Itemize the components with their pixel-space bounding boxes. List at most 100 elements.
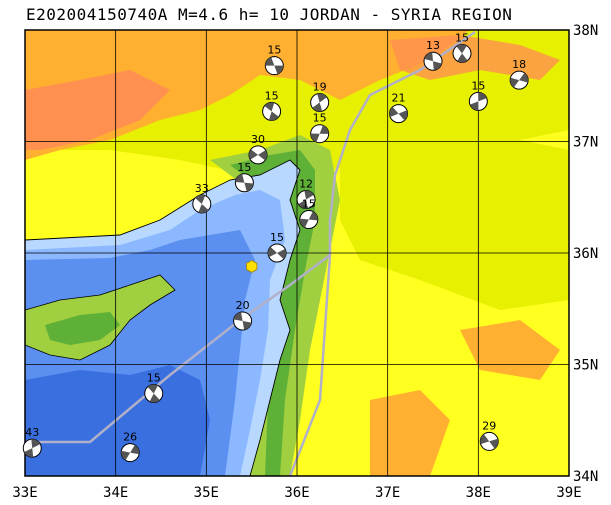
focal-mechanisms: 15 15 19 15 30 15 33 12 15 15 20 15 43 26 21 13 15 15 18 29 bbox=[22, 31, 529, 463]
depth-label: 15 bbox=[270, 231, 284, 244]
depth-label: 15 bbox=[313, 112, 327, 125]
focal-mechanism: 15 bbox=[299, 198, 319, 230]
compression-quadrant bbox=[268, 246, 278, 258]
focal-mechanism: 29 bbox=[479, 419, 499, 451]
east-plain bbox=[340, 140, 569, 310]
depth-label: 15 bbox=[267, 44, 281, 57]
compression-quadrant bbox=[480, 434, 490, 445]
taurus-mountains bbox=[25, 30, 470, 160]
southeast-mountains bbox=[460, 320, 560, 380]
depth-label: 15 bbox=[237, 161, 251, 174]
map-title: E202004150740A M=4.6 h= 10 JORDAN - SYRI… bbox=[26, 5, 513, 24]
focal-mechanism: 15 bbox=[234, 161, 254, 193]
depth-label: 15 bbox=[147, 371, 161, 384]
compression-quadrant bbox=[249, 149, 259, 160]
compression-quadrant bbox=[310, 133, 320, 143]
compression-quadrant bbox=[389, 106, 399, 117]
depth-label: 20 bbox=[236, 299, 250, 312]
compression-quadrant bbox=[469, 101, 479, 111]
longitude-tick-label: 34E bbox=[103, 485, 128, 501]
focal-mechanism: 13 bbox=[423, 39, 443, 71]
depth-label: 29 bbox=[482, 419, 496, 432]
coastline bbox=[25, 159, 301, 476]
compression-quadrant bbox=[233, 312, 243, 322]
focal-mechanism: 43 bbox=[22, 426, 42, 458]
compression-quadrant bbox=[274, 65, 284, 75]
longitude-tick-label: 37E bbox=[375, 485, 400, 501]
compression-quadrant bbox=[298, 199, 308, 209]
compression-quadrant bbox=[24, 448, 34, 458]
depth-label: 13 bbox=[426, 39, 440, 52]
longitude-labels: 33E 34E 35E 36E 37E 38E 39E bbox=[12, 485, 581, 501]
compression-quadrant bbox=[478, 92, 487, 102]
compression-quadrant bbox=[277, 248, 287, 260]
depth-label: 15 bbox=[302, 198, 316, 211]
compression-quadrant bbox=[312, 102, 323, 112]
plate-boundary bbox=[288, 30, 476, 476]
focal-mechanism: 19 bbox=[310, 80, 330, 112]
depth-label: 33 bbox=[195, 182, 209, 195]
compression-quadrant bbox=[456, 44, 467, 54]
depth-label: 21 bbox=[392, 92, 406, 105]
compression-quadrant bbox=[268, 111, 279, 121]
compression-quadrant bbox=[317, 93, 327, 103]
compression-quadrant bbox=[31, 439, 41, 449]
compression-quadrant bbox=[264, 102, 275, 112]
depth-label: 26 bbox=[123, 431, 137, 444]
focal-mechanism: 18 bbox=[509, 58, 529, 90]
longitude-tick-label: 33E bbox=[12, 485, 37, 501]
east-mountains bbox=[370, 390, 450, 476]
compression-quadrant bbox=[147, 384, 158, 394]
compression-quadrant bbox=[195, 194, 206, 204]
focal-mechanism: 20 bbox=[233, 299, 253, 331]
latitude-tick-label: 37N bbox=[573, 135, 598, 151]
longitude-tick-label: 35E bbox=[194, 485, 219, 501]
focal-mechanism: 21 bbox=[389, 92, 409, 124]
compression-quadrant bbox=[489, 438, 499, 449]
compression-quadrant bbox=[457, 53, 468, 63]
depth-label: 18 bbox=[512, 58, 526, 71]
depth-label: 12 bbox=[299, 177, 313, 190]
latitude-labels: 38N 37N 36N 35N 34N bbox=[573, 23, 598, 485]
focal-mechanism: 15 bbox=[144, 371, 164, 403]
focal-mechanism: 15 bbox=[452, 31, 472, 63]
compression-quadrant bbox=[121, 450, 131, 461]
focal-mechanism: 12 bbox=[296, 177, 316, 209]
depth-label: 15 bbox=[265, 89, 279, 102]
focal-mechanism: 15 bbox=[310, 112, 330, 144]
cyprus-highland bbox=[45, 312, 120, 345]
longitude-tick-label: 36E bbox=[284, 485, 309, 501]
depth-label: 19 bbox=[313, 80, 327, 93]
compression-quadrant bbox=[398, 110, 408, 121]
epicenter-hexagon bbox=[246, 259, 258, 273]
compression-quadrant bbox=[149, 393, 160, 403]
latitude-tick-label: 38N bbox=[573, 23, 598, 39]
depth-label: 30 bbox=[251, 133, 265, 146]
focal-mechanism: 26 bbox=[120, 431, 140, 463]
compression-quadrant bbox=[433, 61, 442, 71]
graticule bbox=[25, 30, 569, 476]
focal-mechanism: 15 bbox=[264, 44, 284, 76]
longitude-tick-label: 38E bbox=[466, 485, 491, 501]
compression-quadrant bbox=[308, 211, 318, 221]
compression-quadrant bbox=[242, 321, 252, 330]
compression-quadrant bbox=[130, 444, 140, 455]
focal-mechanism: 15 bbox=[267, 231, 287, 263]
compression-quadrant bbox=[304, 190, 314, 200]
latitude-tick-label: 34N bbox=[573, 469, 598, 485]
compression-quadrant bbox=[319, 125, 329, 134]
focal-mechanism: 15 bbox=[262, 89, 282, 121]
depth-label: 15 bbox=[471, 79, 485, 92]
depth-label: 15 bbox=[455, 31, 469, 44]
longitude-tick-label: 39E bbox=[556, 485, 581, 501]
focal-mechanism: 33 bbox=[192, 182, 212, 214]
focal-mechanism: 30 bbox=[248, 133, 268, 165]
compression-quadrant bbox=[299, 218, 309, 228]
compression-quadrant bbox=[258, 150, 268, 161]
compression-quadrant bbox=[510, 77, 520, 88]
latitude-tick-label: 36N bbox=[573, 246, 598, 262]
compression-quadrant bbox=[519, 72, 529, 83]
latitude-tick-label: 35N bbox=[573, 358, 598, 374]
compression-quadrant bbox=[198, 203, 209, 213]
